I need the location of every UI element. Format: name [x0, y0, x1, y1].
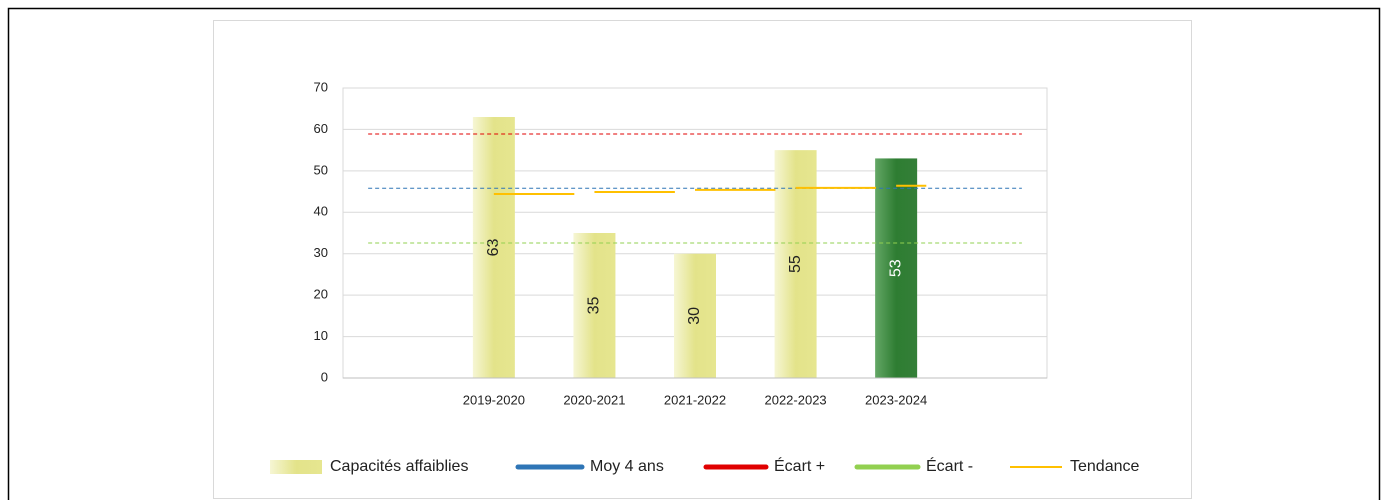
- y-tick-label: 70: [314, 79, 328, 94]
- y-tick-label: 50: [314, 162, 328, 177]
- x-tick-label: 2023-2024: [865, 392, 927, 407]
- legend-swatch: [270, 460, 322, 474]
- outer-frame: [7, 7, 1381, 500]
- x-tick-label: 2021-2022: [664, 392, 726, 407]
- x-tick-label: 2020-2021: [563, 392, 625, 407]
- legend-label: Tendance: [1070, 458, 1139, 475]
- data-label: 35: [586, 297, 603, 315]
- data-label: 63: [485, 239, 502, 257]
- x-tick-label: 2022-2023: [764, 392, 826, 407]
- legend-label: Écart -: [926, 456, 973, 475]
- bar: [472, 117, 515, 378]
- bar: [573, 233, 616, 378]
- x-tick-label: 2019-2020: [463, 392, 525, 407]
- data-label: 55: [787, 255, 804, 273]
- trend-line: [493, 184, 927, 196]
- y-tick-label: 60: [314, 121, 328, 136]
- y-tick-label: 40: [314, 204, 328, 219]
- y-tick-label: 20: [314, 287, 328, 302]
- legend-label: Capacités affaiblies: [330, 458, 468, 475]
- bar: [875, 158, 918, 378]
- y-tick-label: 0: [321, 369, 328, 384]
- legend-label: Écart +: [774, 456, 825, 475]
- y-tick-label: 30: [314, 245, 328, 260]
- data-label: 30: [686, 307, 703, 325]
- bar: [674, 253, 716, 378]
- data-label: 53: [887, 259, 904, 277]
- y-tick-label: 10: [314, 328, 328, 343]
- legend-label: Moy 4 ans: [590, 458, 664, 475]
